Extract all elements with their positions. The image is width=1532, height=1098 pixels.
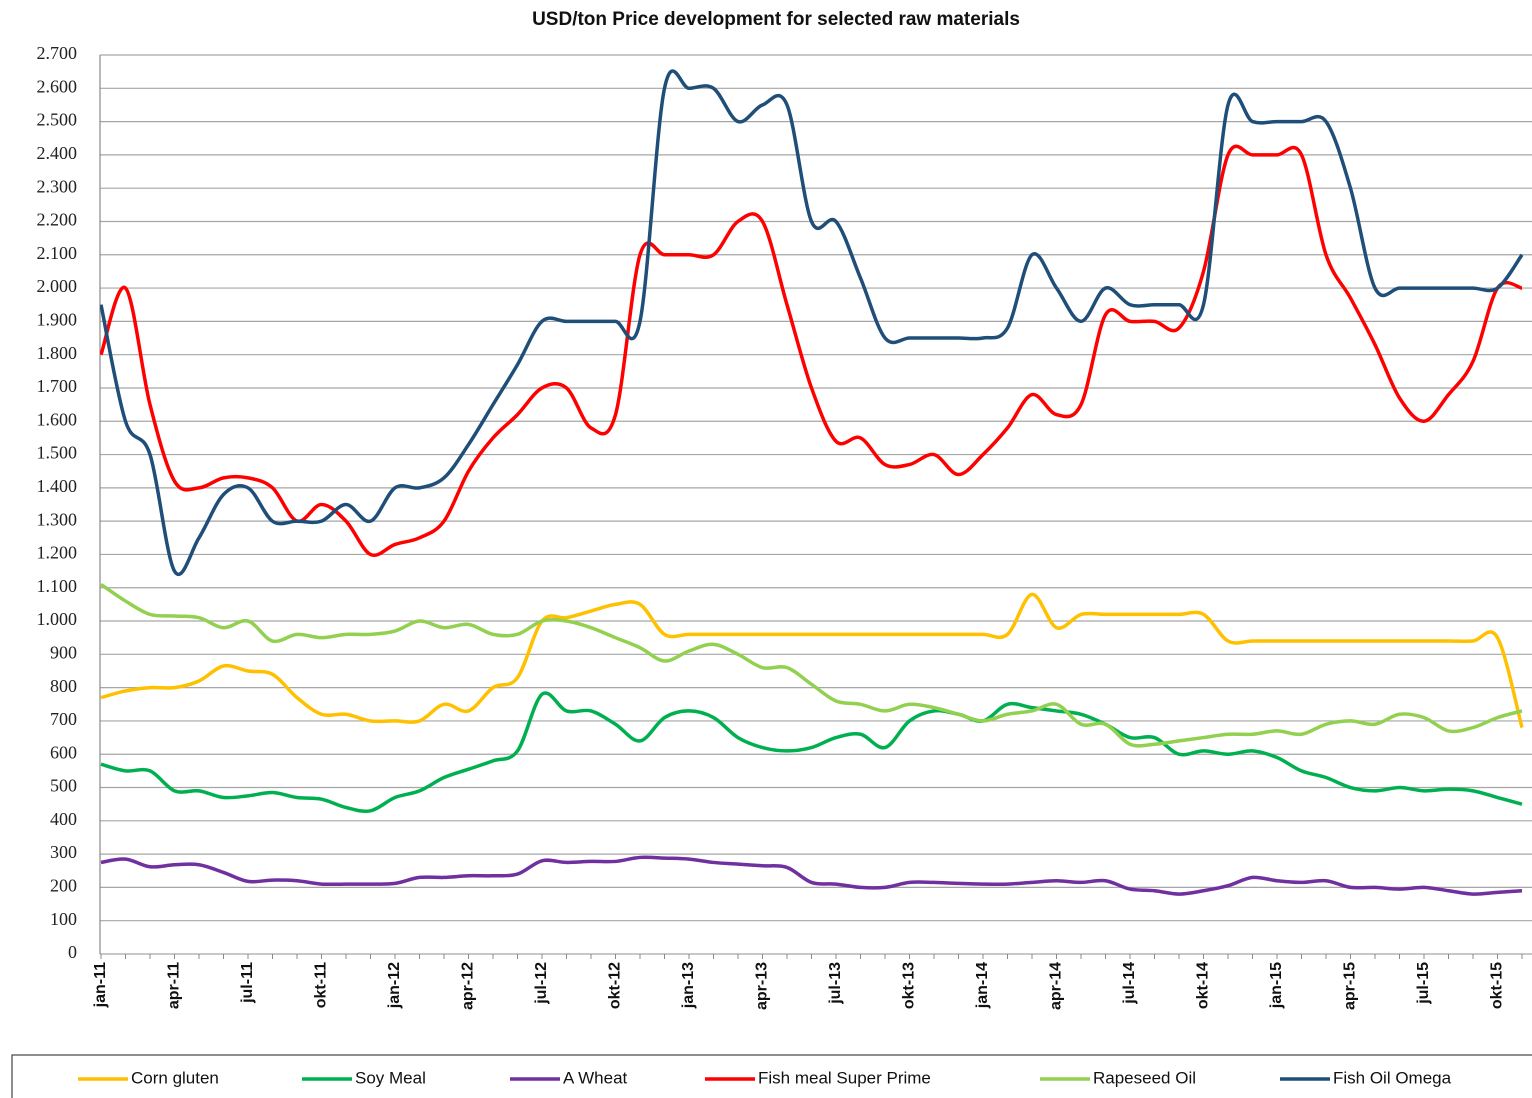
series-line [100,592,1524,729]
x-tick-group: jan-14 [974,962,991,1009]
y-tick-label: 200 [50,876,77,896]
x-tick-label: jul-12 [533,962,550,1005]
x-tick-label: okt-11 [313,962,330,1008]
y-tick-label: 1.200 [37,543,78,563]
y-tick-label: 1.300 [37,509,78,529]
y-tick-label: 1.900 [37,309,78,329]
y-tick-label: 2.700 [37,43,78,63]
y-tick-label: 1.500 [37,443,78,463]
x-tick-group: okt-12 [607,962,624,1009]
x-tick-group: jul-11 [239,962,256,1004]
y-tick-label: 0 [68,942,77,962]
x-tick-group: apr-14 [1048,962,1065,1010]
x-tick-group: apr-15 [1342,962,1359,1010]
x-tick-label: jul-11 [239,962,256,1004]
y-tick-label: 1.400 [37,476,78,496]
x-tick-label: apr-13 [754,962,771,1010]
y-tick-label: 1.000 [37,609,78,629]
x-tick-label: apr-15 [1342,962,1359,1010]
y-tick-label: 800 [50,676,77,696]
x-tick-label: okt-15 [1489,962,1506,1009]
series-line [100,69,1524,576]
y-tick-label: 1.600 [37,409,78,429]
x-tick-group: jul-14 [1121,962,1138,1005]
y-tick-label: 600 [50,742,77,762]
x-tick-label: okt-13 [901,962,918,1009]
x-tick-label: jul-13 [827,962,844,1005]
x-tick-label: jan-11 [92,962,109,1008]
x-tick-label: okt-12 [607,962,624,1009]
legend-label: Rapeseed Oil [1093,1068,1196,1087]
x-tick-label: apr-12 [460,962,477,1010]
x-tick-group: jan-11 [92,962,109,1008]
y-tick-label: 300 [50,842,77,862]
series-line [100,855,1523,896]
x-tick-group: okt-13 [901,962,918,1009]
legend-label: A Wheat [563,1068,628,1087]
y-tick-label: 2.300 [37,176,78,196]
x-tick-group: okt-14 [1195,962,1212,1009]
y-tick-label: 500 [50,776,77,796]
legend-label: Fish Oil Omega [1333,1068,1452,1087]
x-tick-label: okt-14 [1195,962,1212,1009]
x-tick-label: apr-14 [1048,962,1065,1010]
x-tick-group: jul-15 [1415,962,1432,1005]
y-tick-label: 2.200 [37,210,78,230]
x-tick-group: jan-13 [680,962,697,1009]
x-tick-group: okt-11 [313,962,330,1008]
x-tick-group: okt-15 [1489,962,1506,1009]
y-tick-label: 2.600 [37,76,78,96]
y-tick-label: 2.400 [37,143,78,163]
series-line [100,144,1523,557]
x-tick-group: jul-13 [827,962,844,1005]
chart-title: USD/ton Price development for selected r… [532,9,1020,30]
y-tick-label: 900 [50,642,77,662]
y-tick-label: 100 [50,909,77,929]
series-line [100,582,1523,748]
legend-label: Soy Meal [355,1068,426,1087]
y-tick-label: 2.000 [37,276,78,296]
y-tick-label: 400 [50,809,77,829]
x-tick-label: jan-12 [386,962,403,1009]
x-tick-group: jan-15 [1268,962,1285,1009]
x-tick-label: jan-14 [974,962,991,1009]
y-tick-label: 1.100 [37,576,78,596]
y-tick-label: 700 [50,709,77,729]
x-tick-label: jul-14 [1121,962,1138,1005]
x-tick-group: apr-11 [166,962,183,1009]
legend-box [11,1054,1532,1098]
x-tick-group: apr-12 [460,962,477,1010]
x-tick-group: apr-13 [754,962,771,1010]
y-tick-label: 2.100 [37,243,78,263]
x-tick-label: jan-15 [1268,962,1285,1009]
y-tick-label: 1.800 [37,343,78,363]
y-tick-label: 2.500 [37,110,78,130]
y-tick-label: 1.700 [37,376,78,396]
x-tick-label: apr-11 [166,962,183,1009]
x-tick-group: jan-12 [386,962,403,1009]
plot-area [100,69,1524,896]
series-line [100,691,1523,814]
legend-label: Fish meal Super Prime [758,1068,931,1087]
x-tick-label: jul-15 [1415,962,1432,1005]
x-tick-label: jan-13 [680,962,697,1009]
legend-label: Corn gluten [131,1068,219,1087]
x-tick-group: jul-12 [533,962,550,1005]
